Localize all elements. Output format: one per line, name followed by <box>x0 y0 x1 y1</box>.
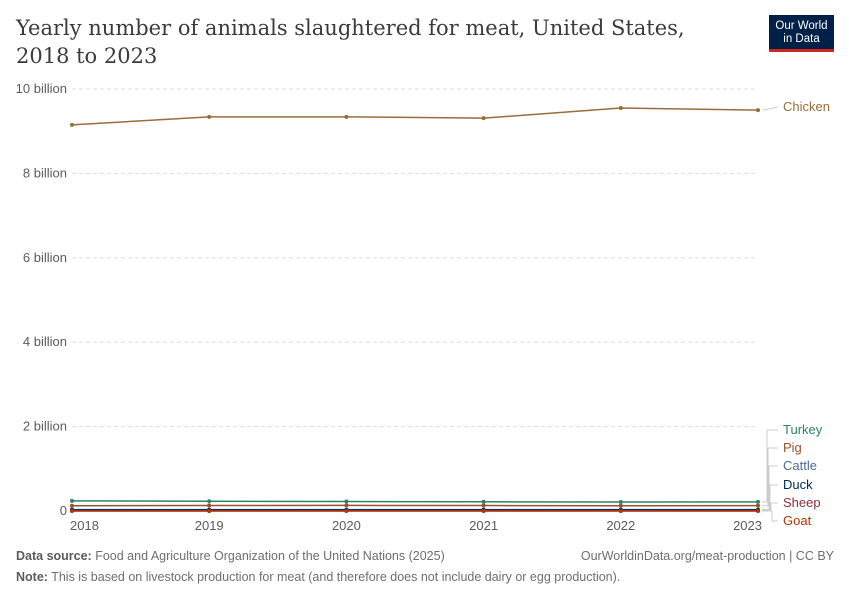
x-tick-label: 2019 <box>195 518 224 533</box>
y-tick-label: 0 <box>60 503 67 518</box>
series-label-pig: Pig <box>783 440 802 455</box>
data-point-chicken <box>756 108 760 113</box>
data-point-pig <box>207 503 212 508</box>
data-point-turkey <box>618 500 623 505</box>
x-tick-label: 2023 <box>733 518 762 533</box>
data-point-pig <box>344 503 349 508</box>
owid-logo[interactable]: Our World in Data <box>769 15 834 52</box>
series-label-cattle: Cattle <box>783 458 817 473</box>
data-point-goat <box>207 508 212 513</box>
data-point-pig <box>70 503 74 508</box>
series-label-turkey: Turkey <box>783 422 823 437</box>
data-point-turkey <box>344 499 349 504</box>
logo-line1: Our World <box>775 20 828 32</box>
source-label: Data source: <box>16 549 92 563</box>
data-point-chicken <box>481 116 486 121</box>
data-point-goat <box>70 508 74 513</box>
note: Note: This is based on livestock product… <box>16 570 620 584</box>
note-text: This is based on livestock production fo… <box>51 570 621 584</box>
y-tick-label: 10 billion <box>16 81 67 96</box>
y-tick-label: 2 billion <box>23 419 67 434</box>
data-point-turkey <box>70 498 74 503</box>
chart-title: Yearly number of animals slaughtered for… <box>16 16 685 68</box>
series-line-chicken <box>71 107 759 126</box>
label-connector <box>762 484 778 511</box>
data-point-pig <box>756 503 760 508</box>
data-point-pig <box>481 503 486 508</box>
data-point-chicken <box>618 105 623 110</box>
series-label-chicken: Chicken <box>783 99 830 114</box>
x-tick-label: 2021 <box>469 518 498 533</box>
data-point-goat <box>344 508 349 513</box>
x-tick-label: 2022 <box>606 518 635 533</box>
series-label-goat: Goat <box>783 513 812 528</box>
data-point-pig <box>618 503 623 508</box>
label-connector <box>762 510 778 522</box>
source-text: Food and Agriculture Organization of the… <box>95 549 445 563</box>
data-source: Data source: Food and Agriculture Organi… <box>16 549 445 563</box>
logo-line2: in Data <box>783 33 820 45</box>
data-point-chicken <box>70 122 74 127</box>
data-point-goat <box>618 508 623 513</box>
label-connector <box>762 106 779 111</box>
data-point-goat <box>481 508 486 513</box>
series-label-sheep: Sheep <box>783 495 821 510</box>
x-tick-label: 2018 <box>70 518 99 533</box>
x-tick-label: 2020 <box>332 518 361 533</box>
source-url[interactable]: OurWorldinData.org/meat-production | CC … <box>580 549 834 563</box>
y-tick-label: 8 billion <box>23 165 67 180</box>
label-connector <box>762 429 778 503</box>
note-label: Note: <box>16 570 48 584</box>
line-chart: 0 2 billion 4 billion 6 billion 8 billion 10 … <box>16 81 830 533</box>
data-point-chicken <box>344 114 349 119</box>
series-line-turkey <box>71 500 759 503</box>
y-tick-label: 4 billion <box>23 334 67 349</box>
data-point-chicken <box>207 114 212 119</box>
label-connector <box>762 447 778 507</box>
series-label-duck: Duck <box>783 477 813 492</box>
data-point-turkey <box>756 499 760 504</box>
data-point-turkey <box>481 499 486 504</box>
data-point-turkey <box>207 499 212 504</box>
data-point-goat <box>756 508 760 513</box>
y-tick-label: 6 billion <box>23 250 67 265</box>
